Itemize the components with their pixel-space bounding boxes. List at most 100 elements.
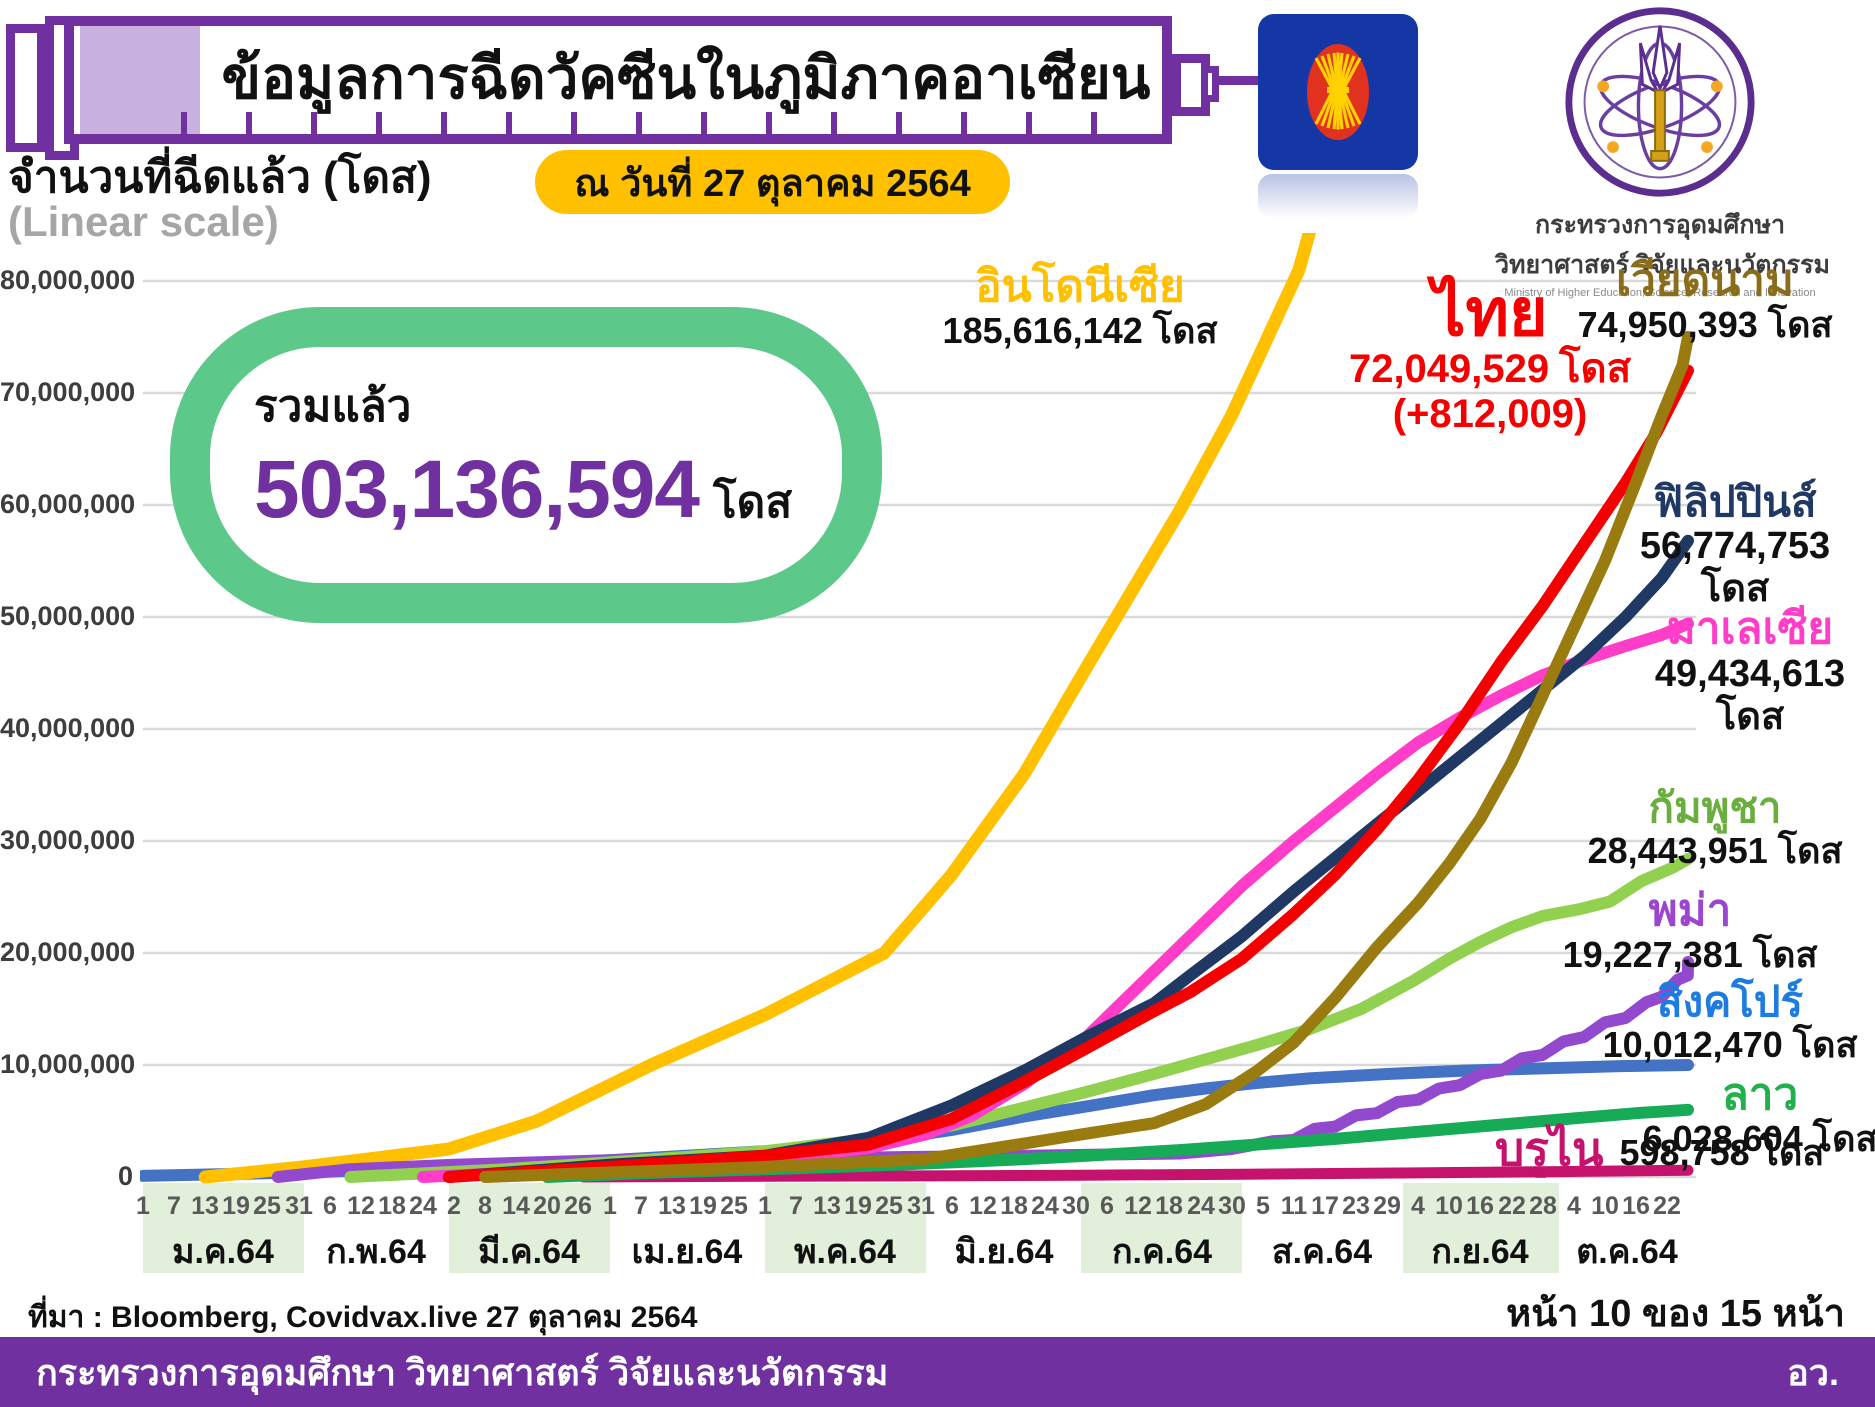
x-axis-day-label: 16 <box>1622 1192 1650 1220</box>
x-axis-day-label: 4 <box>1567 1192 1581 1220</box>
unit-vietnam: โดส <box>1767 304 1833 346</box>
ministry-seal-icon <box>1565 7 1755 197</box>
annotation-vietnam: เวียดนาม 74,950,393 โดส <box>1545 256 1865 346</box>
y-axis-tick-label: 70,000,000 <box>0 377 136 407</box>
x-axis-month-band-9 <box>1403 1183 1559 1273</box>
x-axis-day-label: 18 <box>1155 1192 1183 1220</box>
x-axis-day-label: 30 <box>1062 1192 1090 1220</box>
x-axis-day-label: 6 <box>323 1192 337 1220</box>
country-value-vietnam: 74,950,393 <box>1577 304 1758 346</box>
x-axis-day-label: 7 <box>634 1192 648 1220</box>
annotation-cambodia: กัมพูชา 28,443,951 โดส <box>1560 784 1870 871</box>
syringe-plunger-handle <box>6 24 46 152</box>
page-title: ข้อมูลการฉีดวัคซีนในภูมิภาคอาเซียน <box>221 46 1151 111</box>
x-axis-day-label: 26 <box>564 1192 592 1220</box>
x-axis-month-label: ก.ย.64 <box>1431 1233 1529 1271</box>
annotation-singapore: สิงคโปร์ 10,012,470 โดส <box>1580 978 1875 1065</box>
country-label-vietnam: เวียดนาม <box>1616 256 1794 305</box>
unit-indonesia: โดส <box>1152 310 1218 352</box>
x-axis-day-label: 16 <box>1466 1192 1494 1220</box>
country-label-laos: ลาว <box>1721 1070 1799 1119</box>
x-axis-day-label: 8 <box>478 1192 492 1220</box>
series-line-thailand <box>442 364 1694 1183</box>
x-axis-day-label: 17 <box>1311 1192 1339 1220</box>
x-axis-day-label: 14 <box>502 1192 530 1220</box>
country-value-myanmar: 19,227,381 <box>1562 934 1743 976</box>
x-axis-month-band-7 <box>1081 1183 1242 1273</box>
x-axis-month-label: ก.ค.64 <box>1111 1233 1213 1271</box>
y-axis-tick-label: 80,000,000 <box>0 265 136 295</box>
country-value-singapore: 10,012,470 <box>1602 1024 1783 1066</box>
x-axis-day-label: 2 <box>447 1192 461 1220</box>
x-axis-day-label: 7 <box>789 1192 803 1220</box>
unit-malaysia: โดส <box>1715 695 1785 738</box>
unit-laos: โดส <box>1812 1118 1875 1160</box>
country-label-malaysia: มาเลเซีย <box>1666 604 1834 653</box>
country-label-cambodia: กัมพูชา <box>1648 784 1782 831</box>
footer-bar: กระทรวงการอุดมศึกษา วิทยาศาสตร์ วิจัยและ… <box>0 1337 1875 1407</box>
x-axis-day-label: 19 <box>222 1192 250 1220</box>
x-axis-day-label: 1 <box>603 1192 617 1220</box>
country-label-thailand: ไทย <box>1432 275 1548 349</box>
asean-flag-reflection <box>1258 174 1418 218</box>
annotation-laos: ลาว 6,028,604 โดส <box>1640 1070 1875 1160</box>
country-value-indonesia: 185,616,142 <box>942 310 1143 352</box>
x-axis-day-label: 12 <box>969 1192 997 1220</box>
x-axis-month-band-1 <box>143 1183 304 1273</box>
x-axis-day-label: 24 <box>409 1192 437 1220</box>
country-value-malaysia: 49,434,613 <box>1654 653 1846 696</box>
x-axis-day-label: 23 <box>1342 1192 1370 1220</box>
y-axis-tick-label: 0 <box>117 1161 133 1191</box>
series-line-vietnam <box>479 331 1694 1183</box>
country-label-brunei: บรูไน <box>1495 1123 1604 1175</box>
y-axis-tick-label: 20,000,000 <box>0 937 136 967</box>
x-axis-day-label: 25 <box>253 1192 281 1220</box>
ministry-name-line1: กระทรวงการอุดมศึกษา <box>1535 211 1785 239</box>
y-axis-tick-label: 40,000,000 <box>0 713 136 743</box>
x-axis-day-label: 28 <box>1529 1192 1557 1220</box>
x-axis-day-label: 13 <box>191 1192 219 1220</box>
ministry-name-line2: วิทยาศาสตร์ วิจัยและนวัตกรรม <box>1495 251 1831 279</box>
footer-ministry-name: กระทรวงการอุดมศึกษา วิทยาศาสตร์ วิจัยและ… <box>36 1351 889 1393</box>
x-axis-day-label: 24 <box>1031 1192 1059 1220</box>
x-axis-day-label: 20 <box>533 1192 561 1220</box>
x-axis-day-label: 12 <box>347 1192 375 1220</box>
annotation-malaysia: มาเลเซีย 49,434,613 โดส <box>1620 604 1875 738</box>
x-axis-day-label: 12 <box>1124 1192 1152 1220</box>
syringe-scale-ticks <box>122 112 1154 134</box>
x-axis-day-label: 29 <box>1373 1192 1401 1220</box>
x-axis-day-label: 25 <box>875 1192 903 1220</box>
country-label-myanmar: พม่า <box>1648 886 1732 935</box>
unit-brunei: โดส <box>1759 1132 1825 1173</box>
x-axis-month-label: มี.ค.64 <box>478 1233 580 1271</box>
x-axis-month-band-5 <box>765 1183 926 1273</box>
unit-myanmar: โดส <box>1752 934 1818 976</box>
annotation-myanmar: พม่า 19,227,381 โดส <box>1530 886 1850 976</box>
unit-thailand: โดส <box>1559 347 1632 392</box>
annotation-philippines: ฟิลิปปินส์ 56,774,753 โดส <box>1600 478 1870 610</box>
x-axis-month-label: มิ.ย.64 <box>954 1233 1054 1271</box>
x-axis-month-label: พ.ค.64 <box>794 1233 896 1271</box>
x-axis-day-label: 1 <box>758 1192 772 1220</box>
x-axis-day-label: 13 <box>813 1192 841 1220</box>
annotation-brunei: บรูไน 598,758 โดส <box>1495 1123 1875 1176</box>
x-axis-day-label: 10 <box>1435 1192 1463 1220</box>
country-label-singapore: สิงคโปร์ <box>1656 978 1803 1025</box>
annotation-indonesia: อินโดนีเซีย 185,616,142 โดส <box>890 262 1270 352</box>
x-axis-day-label: 7 <box>167 1192 181 1220</box>
country-value-cambodia: 28,443,951 <box>1587 830 1768 872</box>
total-doses-badge: รวมแล้ว 503,136,594 โดส <box>170 307 882 623</box>
series-line-brunei <box>578 1164 1694 1183</box>
total-value: 503,136,594 <box>254 444 700 535</box>
ministry-name-english: Ministry of Higher Education, Science, R… <box>1504 287 1816 299</box>
x-axis-day-label: 19 <box>689 1192 717 1220</box>
source-citation: ที่มา : Bloomberg, Covidvax.live 27 ตุลา… <box>28 1301 698 1334</box>
x-axis-day-label: 11 <box>1280 1192 1308 1220</box>
x-axis-day-label: 1 <box>136 1192 150 1220</box>
x-axis-day-label: 5 <box>1256 1192 1270 1220</box>
country-value-philippines: 56,774,753 <box>1639 525 1831 568</box>
total-caption: รวมแล้ว <box>254 382 412 431</box>
x-axis-month-band-3 <box>449 1183 610 1273</box>
